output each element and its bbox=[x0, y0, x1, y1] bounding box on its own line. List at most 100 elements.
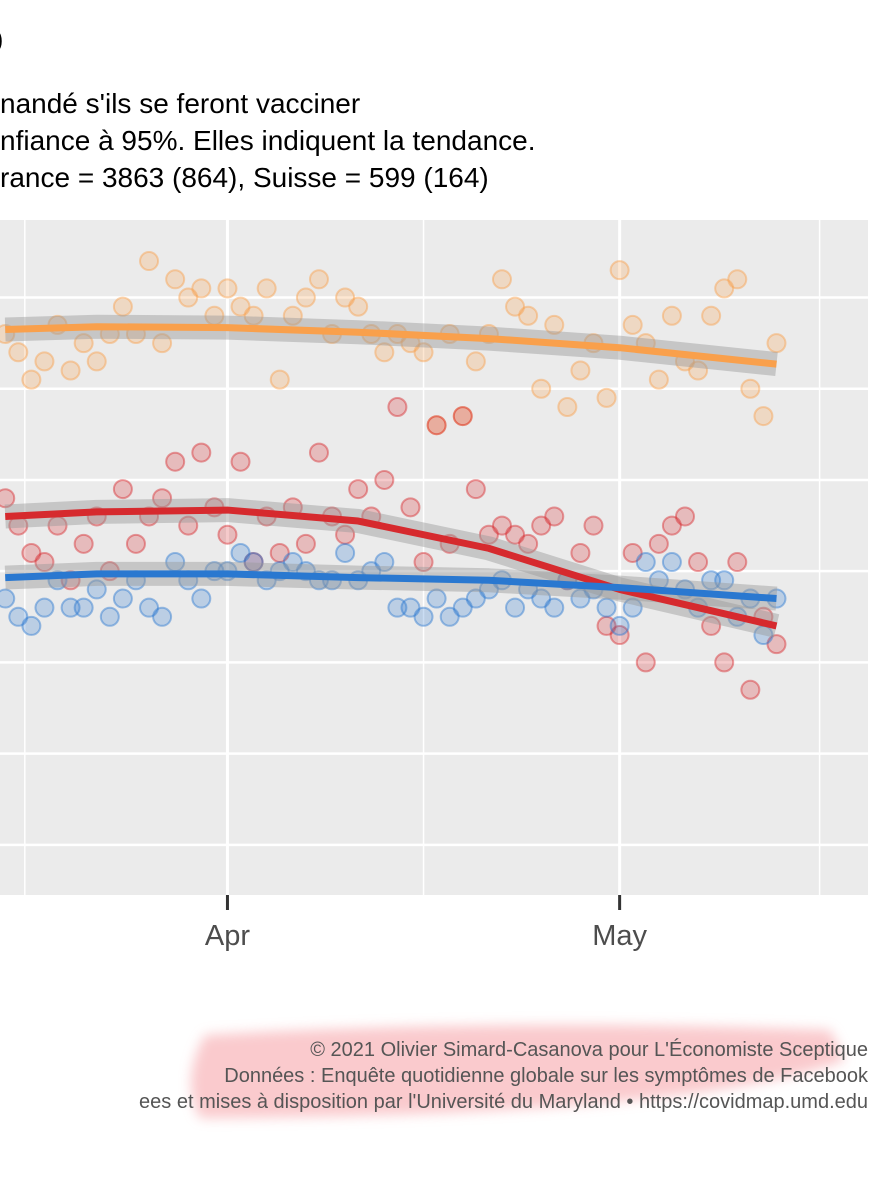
point bbox=[348, 296, 369, 317]
point bbox=[413, 606, 434, 627]
point bbox=[661, 515, 682, 536]
point bbox=[73, 597, 94, 618]
point bbox=[452, 406, 473, 427]
point bbox=[491, 515, 512, 536]
point bbox=[505, 296, 526, 317]
point bbox=[452, 597, 473, 618]
point bbox=[178, 287, 199, 308]
point bbox=[688, 360, 709, 381]
point bbox=[766, 634, 787, 655]
point bbox=[282, 552, 303, 573]
point bbox=[505, 597, 526, 618]
point bbox=[374, 469, 395, 490]
point bbox=[570, 542, 591, 563]
point bbox=[635, 552, 656, 573]
point bbox=[230, 451, 251, 472]
point bbox=[165, 451, 186, 472]
point bbox=[518, 533, 539, 554]
point bbox=[465, 479, 486, 500]
point bbox=[505, 524, 526, 545]
point bbox=[426, 415, 447, 436]
point bbox=[243, 305, 264, 326]
point bbox=[8, 342, 29, 363]
point bbox=[230, 542, 251, 563]
point bbox=[753, 406, 774, 427]
point bbox=[335, 524, 356, 545]
point bbox=[0, 488, 16, 509]
point bbox=[99, 606, 120, 627]
point bbox=[688, 552, 709, 573]
point bbox=[609, 615, 630, 636]
point bbox=[0, 588, 16, 609]
point bbox=[661, 305, 682, 326]
point bbox=[230, 296, 251, 317]
point bbox=[531, 588, 552, 609]
chart-title: o bbox=[0, 9, 4, 67]
point bbox=[701, 615, 722, 636]
point bbox=[139, 251, 160, 272]
point bbox=[387, 396, 408, 417]
point bbox=[243, 552, 264, 573]
point bbox=[125, 533, 146, 554]
caption: Données : Enquête quotidienne globale su… bbox=[224, 1065, 869, 1087]
point bbox=[243, 552, 264, 573]
point bbox=[191, 442, 212, 463]
point bbox=[73, 333, 94, 354]
point bbox=[465, 588, 486, 609]
point bbox=[34, 351, 55, 372]
point bbox=[191, 588, 212, 609]
point bbox=[714, 278, 735, 299]
caption: © 2021 Olivier Simard-Casanova pour L'Éc… bbox=[310, 1038, 868, 1061]
point bbox=[491, 269, 512, 290]
point bbox=[60, 597, 81, 618]
point bbox=[557, 396, 578, 417]
point bbox=[740, 378, 761, 399]
point bbox=[374, 552, 395, 573]
point bbox=[374, 342, 395, 363]
trend-line bbox=[5, 570, 777, 603]
point bbox=[596, 615, 617, 636]
point bbox=[766, 333, 787, 354]
point bbox=[269, 369, 290, 390]
point bbox=[439, 606, 460, 627]
point bbox=[622, 542, 643, 563]
point bbox=[674, 506, 695, 527]
point bbox=[86, 579, 107, 600]
point bbox=[112, 296, 133, 317]
subtitle: rance = 3863 (864), Suisse = 599 (164) bbox=[0, 162, 489, 193]
point bbox=[413, 342, 434, 363]
point bbox=[86, 351, 107, 372]
point bbox=[152, 488, 173, 509]
point bbox=[308, 442, 329, 463]
point bbox=[34, 597, 55, 618]
caption: ees et mises à disposition par l'Univers… bbox=[139, 1091, 868, 1113]
point bbox=[400, 597, 421, 618]
point bbox=[622, 597, 643, 618]
highlight bbox=[191, 1025, 846, 1118]
point bbox=[583, 515, 604, 536]
point bbox=[21, 542, 42, 563]
point bbox=[452, 406, 473, 427]
point bbox=[21, 369, 42, 390]
point bbox=[178, 515, 199, 536]
point bbox=[609, 625, 630, 646]
point bbox=[544, 597, 565, 618]
point bbox=[335, 287, 356, 308]
x-tick-label: Apr bbox=[205, 920, 250, 952]
point bbox=[217, 278, 238, 299]
point bbox=[544, 314, 565, 335]
point bbox=[282, 305, 303, 326]
point bbox=[727, 552, 748, 573]
point bbox=[335, 542, 356, 563]
point bbox=[295, 287, 316, 308]
point bbox=[596, 387, 617, 408]
point bbox=[570, 588, 591, 609]
subtitle: nfiance à 95%. Elles indiquent la tendan… bbox=[0, 125, 536, 156]
point bbox=[426, 588, 447, 609]
point bbox=[400, 497, 421, 518]
point bbox=[531, 378, 552, 399]
point bbox=[661, 552, 682, 573]
point bbox=[648, 533, 669, 554]
point bbox=[256, 278, 277, 299]
